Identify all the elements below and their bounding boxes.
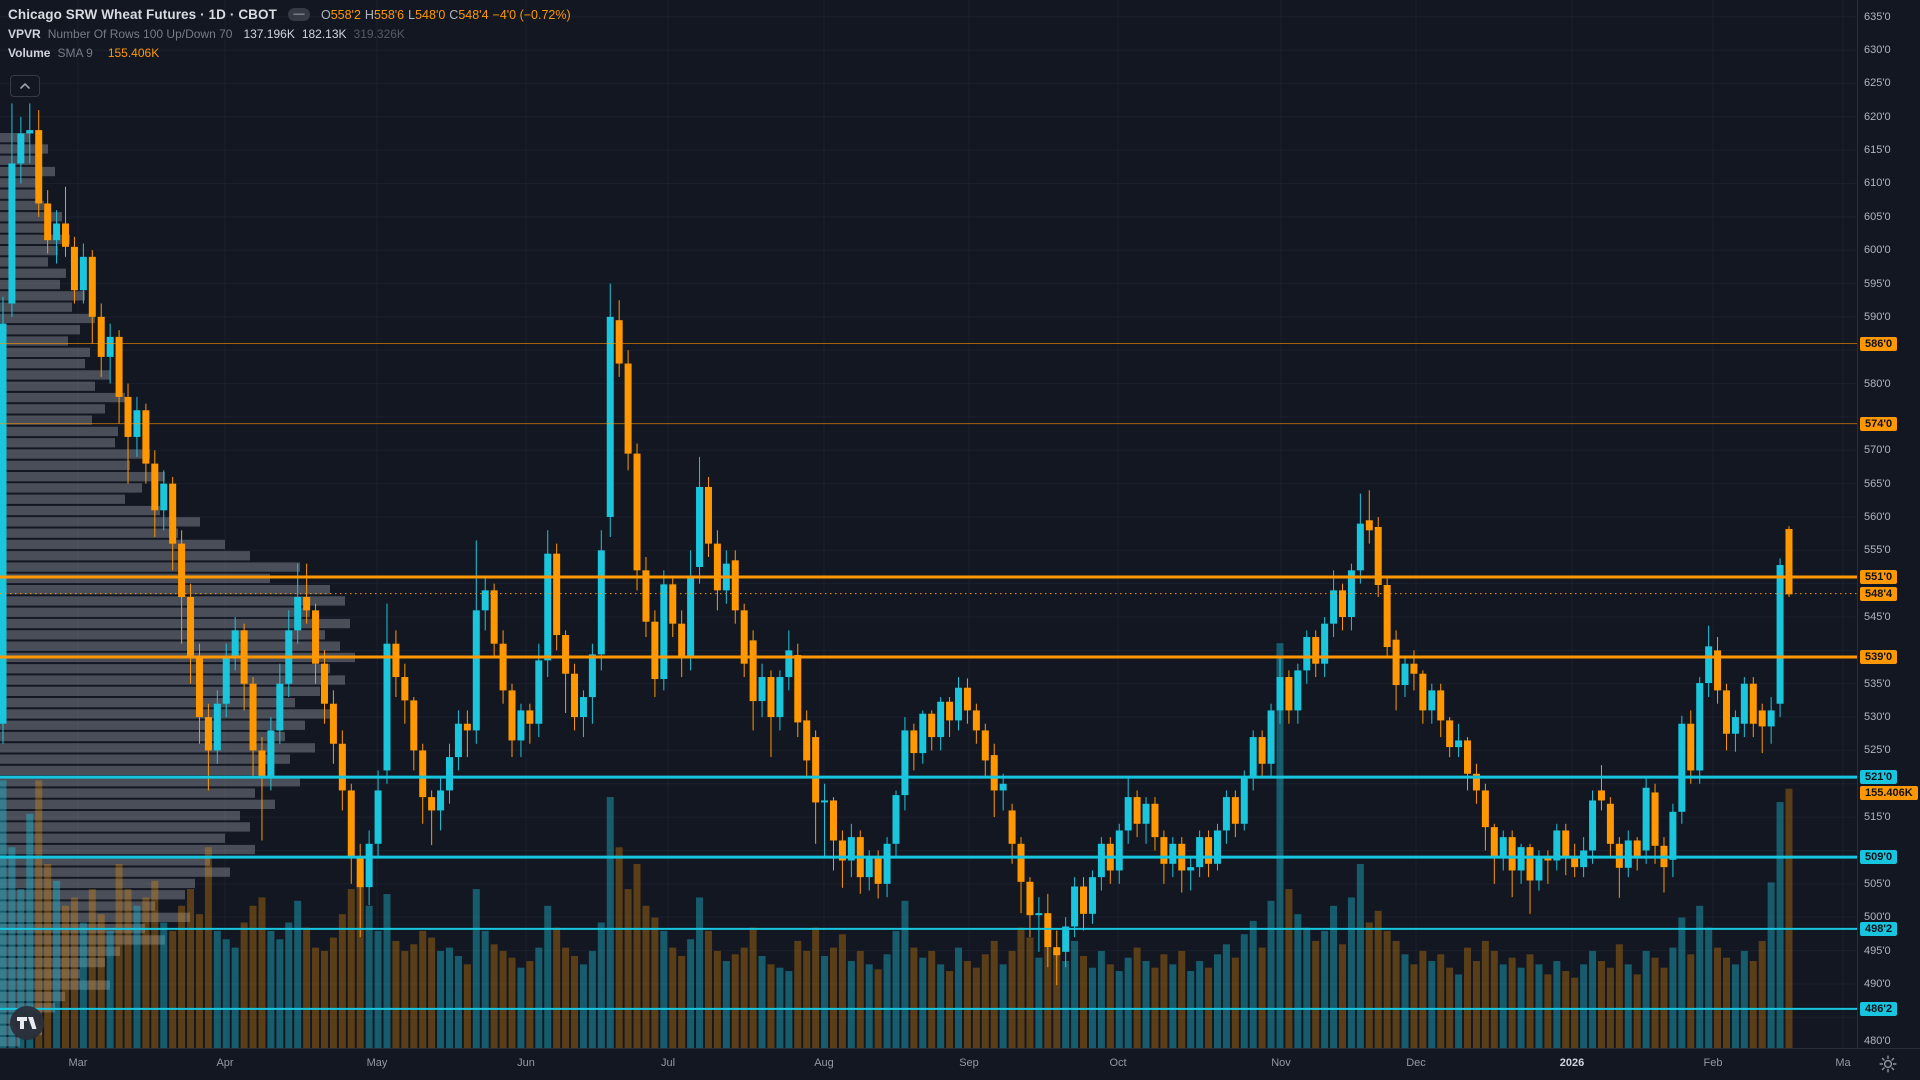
change-value: −4'0 (−0.72%) (492, 7, 571, 22)
price-tick-label: 535'0 (1864, 677, 1891, 690)
time-axis-label: Jun (517, 1057, 535, 1069)
price-line-badge: 509'0 (1860, 850, 1898, 865)
vpvr-row[interactable]: VPVR Number Of Rows 100 Up/Down 70 137.1… (8, 24, 575, 43)
time-axis-label: Mar (68, 1057, 88, 1069)
logo-circle (10, 1006, 44, 1040)
price-tick-label: 570'0 (1864, 444, 1891, 457)
price-lines[interactable] (0, 343, 1857, 1010)
time-axis-label: May (366, 1057, 388, 1069)
time-axis-label: Aug (814, 1057, 834, 1069)
low-label: L (408, 7, 416, 22)
main-chart[interactable] (0, 0, 1857, 1048)
price-tick-label: 595'0 (1864, 277, 1891, 290)
open-label: O (320, 7, 331, 22)
vpvr-params: Number Of Rows 100 Up/Down 70 (47, 26, 233, 41)
symbol-row[interactable]: Chicago SRW Wheat Futures · 1D · CBOT — … (8, 5, 575, 24)
time-axis-label: Feb (1703, 1057, 1723, 1069)
close-value: 548'4 (458, 7, 489, 22)
price-tick-label: 630'0 (1864, 44, 1891, 57)
time-axis-label: Nov (1271, 1057, 1291, 1069)
price-tick-label: 490'0 (1864, 977, 1891, 990)
time-axis-label: Dec (1406, 1057, 1426, 1069)
time-axis-label: Ma (1835, 1057, 1851, 1069)
price-line-badge: 498'2 (1860, 921, 1898, 936)
close-label: C (449, 7, 459, 22)
gear-icon (1879, 1055, 1897, 1073)
price-tick-label: 500'0 (1864, 911, 1891, 924)
low-value: 548'0 (415, 7, 446, 22)
price-line-badge: 574'0 (1860, 416, 1898, 431)
price-tick-label: 610'0 (1864, 177, 1891, 190)
high-label: H (364, 7, 374, 22)
price-tick-label: 620'0 (1864, 110, 1891, 123)
price-line-badge: 548'4 (1860, 586, 1898, 601)
time-axis-label: Jul (660, 1057, 676, 1069)
volume-row[interactable]: Volume SMA 9 155.406K (8, 43, 575, 62)
tv-glyph (17, 1017, 37, 1029)
symbol-title: Chicago SRW Wheat Futures · 1D · CBOT (8, 7, 277, 22)
price-tick-label: 555'0 (1864, 544, 1891, 557)
tradingview-logo[interactable] (8, 1004, 46, 1042)
legend: Chicago SRW Wheat Futures · 1D · CBOT — … (8, 5, 575, 62)
volume-bars (0, 643, 1793, 1048)
price-tick-label: 525'0 (1864, 744, 1891, 757)
time-axis[interactable]: Mar Apr May Jun Jul Aug Sep Oct Nov Dec 2026 Feb Ma (0, 1048, 1920, 1080)
price-line-badge: 586'0 (1860, 336, 1898, 351)
price-tick-label: 605'0 (1864, 210, 1891, 223)
vpvr-value-3: 319.326K (353, 26, 405, 41)
price-tick-label: 580'0 (1864, 377, 1891, 390)
time-axis-label: Sep (959, 1057, 979, 1069)
time-axis-label: Oct (1109, 1057, 1127, 1069)
price-tick-label: 600'0 (1864, 244, 1891, 257)
high-value: 558'6 (373, 7, 405, 22)
price-line-badge: 521'0 (1860, 770, 1898, 785)
price-tick-label: 635'0 (1864, 10, 1891, 23)
time-axis-label: Apr (216, 1057, 234, 1069)
price-tick-label: 530'0 (1864, 711, 1891, 724)
candles-layer (0, 103, 1793, 986)
open-value: 558'2 (330, 7, 361, 22)
volume-value-badge: 155.406K (1860, 786, 1918, 800)
price-tick-label: 515'0 (1864, 811, 1891, 824)
volume-value: 155.406K (107, 45, 160, 60)
price-tick-label: 505'0 (1864, 877, 1891, 890)
gridlines (0, 0, 1857, 1048)
price-tick-label: 565'0 (1864, 477, 1891, 490)
price-tick-label: 590'0 (1864, 310, 1891, 323)
vpvr-value-2: 182.13K (301, 26, 347, 41)
price-tick-label: 560'0 (1864, 510, 1891, 523)
price-line-badge: 486'2 (1860, 1001, 1898, 1016)
time-axis-label: 2026 (1559, 1057, 1585, 1069)
price-tick-label: 480'0 (1864, 1035, 1891, 1047)
price-axis[interactable]: 635'0 630'0 625'0 620'0 615'0 610'0 605'0 600'0… (1857, 0, 1920, 1048)
price-tick-label: 545'0 (1864, 611, 1891, 624)
price-tick-label: 625'0 (1864, 77, 1891, 90)
settings-button[interactable] (1878, 1054, 1898, 1074)
volume-params: SMA 9 (57, 45, 93, 60)
legend-collapse-button[interactable] (10, 75, 40, 97)
minimize-icon[interactable]: — (287, 8, 310, 21)
chevron-up-icon (20, 83, 30, 89)
price-line-badge: 551'0 (1860, 570, 1898, 584)
vpvr-name: VPVR (8, 26, 41, 41)
price-line-badge: 539'0 (1860, 650, 1898, 665)
vpvr-value-1: 137.196K (243, 26, 295, 41)
volume-name: Volume (8, 45, 51, 60)
price-tick-label: 615'0 (1864, 144, 1891, 157)
price-tick-label: 495'0 (1864, 944, 1891, 957)
